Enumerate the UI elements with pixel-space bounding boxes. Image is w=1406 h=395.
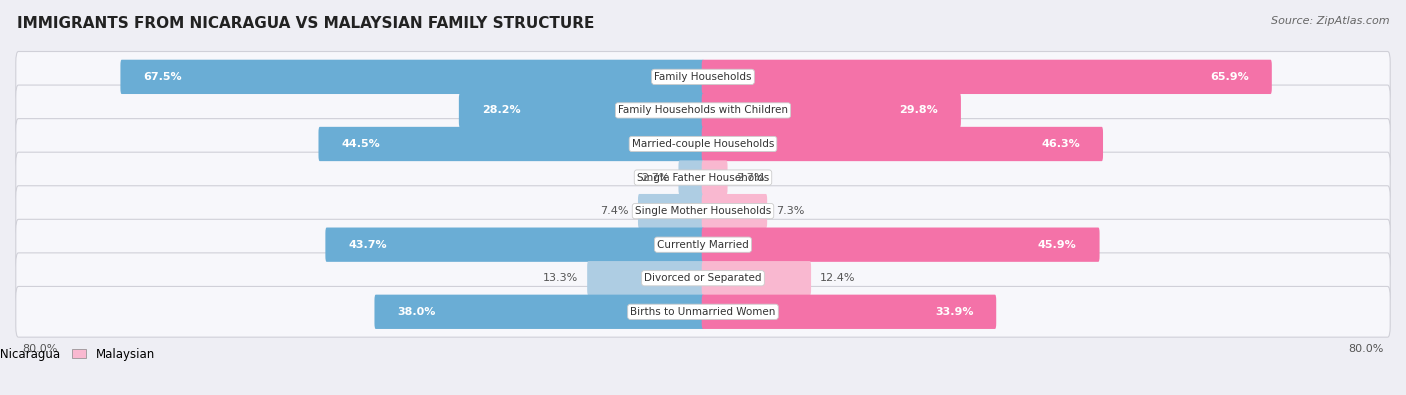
Text: 46.3%: 46.3% <box>1042 139 1080 149</box>
Text: 7.3%: 7.3% <box>776 206 804 216</box>
FancyBboxPatch shape <box>15 219 1391 270</box>
Text: 7.4%: 7.4% <box>600 206 628 216</box>
FancyBboxPatch shape <box>15 118 1391 169</box>
FancyBboxPatch shape <box>319 127 704 161</box>
FancyBboxPatch shape <box>325 228 704 262</box>
Text: 28.2%: 28.2% <box>482 105 520 115</box>
FancyBboxPatch shape <box>15 85 1391 136</box>
Text: 2.7%: 2.7% <box>641 173 669 182</box>
FancyBboxPatch shape <box>638 194 704 228</box>
Text: 80.0%: 80.0% <box>22 344 58 354</box>
Text: 38.0%: 38.0% <box>398 307 436 317</box>
Text: 80.0%: 80.0% <box>1348 344 1384 354</box>
FancyBboxPatch shape <box>702 60 1272 94</box>
Text: Married-couple Households: Married-couple Households <box>631 139 775 149</box>
Text: IMMIGRANTS FROM NICARAGUA VS MALAYSIAN FAMILY STRUCTURE: IMMIGRANTS FROM NICARAGUA VS MALAYSIAN F… <box>17 16 595 31</box>
FancyBboxPatch shape <box>15 152 1391 203</box>
Text: Single Father Households: Single Father Households <box>637 173 769 182</box>
Text: 29.8%: 29.8% <box>900 105 938 115</box>
Text: 67.5%: 67.5% <box>143 72 181 82</box>
Legend: Immigrants from Nicaragua, Malaysian: Immigrants from Nicaragua, Malaysian <box>0 343 159 366</box>
Text: Family Households: Family Households <box>654 72 752 82</box>
FancyBboxPatch shape <box>458 93 704 128</box>
FancyBboxPatch shape <box>15 286 1391 337</box>
FancyBboxPatch shape <box>702 261 811 295</box>
Text: Divorced or Separated: Divorced or Separated <box>644 273 762 283</box>
Text: 65.9%: 65.9% <box>1211 72 1249 82</box>
FancyBboxPatch shape <box>702 160 727 195</box>
Text: 13.3%: 13.3% <box>543 273 578 283</box>
Text: Source: ZipAtlas.com: Source: ZipAtlas.com <box>1271 16 1389 26</box>
Text: 12.4%: 12.4% <box>820 273 856 283</box>
FancyBboxPatch shape <box>15 51 1391 102</box>
Text: 43.7%: 43.7% <box>349 240 387 250</box>
FancyBboxPatch shape <box>15 186 1391 237</box>
Text: 45.9%: 45.9% <box>1038 240 1077 250</box>
Text: Currently Married: Currently Married <box>657 240 749 250</box>
FancyBboxPatch shape <box>121 60 704 94</box>
Text: 2.7%: 2.7% <box>737 173 765 182</box>
Text: Births to Unmarried Women: Births to Unmarried Women <box>630 307 776 317</box>
FancyBboxPatch shape <box>702 127 1104 161</box>
Text: 44.5%: 44.5% <box>342 139 380 149</box>
FancyBboxPatch shape <box>702 93 960 128</box>
FancyBboxPatch shape <box>374 295 704 329</box>
FancyBboxPatch shape <box>15 253 1391 304</box>
FancyBboxPatch shape <box>702 194 768 228</box>
FancyBboxPatch shape <box>702 295 997 329</box>
FancyBboxPatch shape <box>679 160 704 195</box>
Text: Family Households with Children: Family Households with Children <box>619 105 787 115</box>
FancyBboxPatch shape <box>702 228 1099 262</box>
FancyBboxPatch shape <box>588 261 704 295</box>
Text: Single Mother Households: Single Mother Households <box>636 206 770 216</box>
Text: 33.9%: 33.9% <box>935 307 973 317</box>
